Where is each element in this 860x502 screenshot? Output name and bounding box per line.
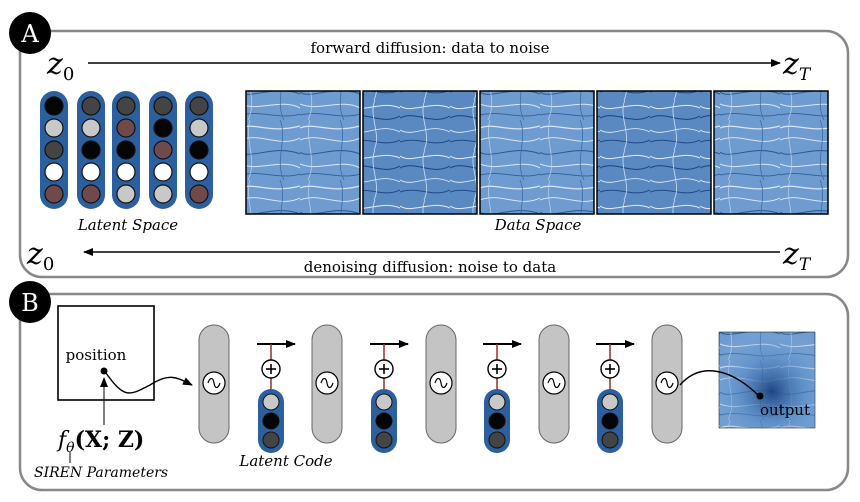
siren-parameters-label: SIREN Parameters [34, 465, 168, 481]
sine-wave-icon [434, 377, 448, 389]
panel-a-frame [18, 29, 850, 279]
latent-code-dimension [488, 393, 506, 411]
latent-dimension-circle [153, 162, 173, 182]
z0-top-label: z0 [46, 47, 74, 85]
latent-space-label: Latent Space [77, 216, 178, 234]
position-to-siren-curve [105, 372, 193, 394]
latent-dimension-circle [189, 118, 209, 138]
output-point [756, 392, 764, 400]
zT-top-label: zT [782, 47, 812, 85]
panel-b-badge-text: B [21, 289, 39, 317]
latent-code-dimension [375, 393, 393, 411]
latent-code-modulator [596, 340, 635, 453]
latent-dimension-circle [153, 184, 173, 204]
latent-dimension-circle [116, 162, 136, 182]
latent-dimension-circle [44, 184, 64, 204]
sine-wave-icon [207, 377, 221, 389]
denoising-diffusion-label: denoising diffusion: noise to data [304, 258, 556, 276]
data-image-5 [713, 90, 829, 215]
panel-a-badge: A [9, 12, 51, 54]
latent-code-dimension [375, 431, 393, 449]
forward-diffusion-label: forward diffusion: data to noise [311, 39, 550, 57]
output-image-shading [719, 332, 815, 428]
data-image-1 [245, 90, 361, 215]
latent-vector [112, 91, 140, 209]
latent-code-modulator [370, 340, 409, 453]
latent-vector [149, 91, 177, 209]
latent-code-modulators [257, 340, 635, 453]
sine-wave-icon [320, 377, 334, 389]
latent-dimension-circle [153, 140, 173, 160]
latent-dimension-circle [81, 118, 101, 138]
latent-code-label: Latent Code [238, 452, 332, 470]
siren-layer [311, 324, 343, 444]
latent-code-dimension [601, 412, 619, 430]
latent-dimension-circle [189, 184, 209, 204]
latent-vector [77, 91, 105, 209]
sine-wave-icon [660, 377, 674, 389]
latent-code-modulator [257, 340, 296, 453]
data-image-4 [596, 90, 712, 215]
data-space-label: Data Space [494, 216, 582, 234]
latent-dimension-circle [116, 184, 136, 204]
latent-code-dimension [488, 431, 506, 449]
siren-layer [538, 324, 570, 444]
latent-dimension-circle [189, 140, 209, 160]
latent-vector [40, 91, 68, 209]
position-point [100, 367, 108, 375]
latent-dimension-circle [153, 118, 173, 138]
siren-function-label: fθ(X; Z) [56, 427, 144, 456]
z0-bottom-label: z0 [26, 237, 54, 275]
latent-dimension-circle [153, 96, 173, 116]
panel-a-badge-text: A [20, 20, 39, 48]
latent-code-dimension [488, 412, 506, 430]
latent-dimension-circle [116, 118, 136, 138]
siren-layer [425, 324, 457, 444]
siren-layer [651, 324, 683, 444]
data-image-3 [479, 90, 595, 215]
output-label: output [760, 401, 810, 419]
latent-vector [185, 91, 213, 209]
position-label: position [66, 346, 127, 364]
siren-layer [198, 324, 230, 444]
latent-code-dimension [601, 431, 619, 449]
latent-code-dimension [262, 431, 280, 449]
latent-code-modulator [483, 340, 522, 453]
latent-dimension-circle [81, 184, 101, 204]
data-image-2 [362, 90, 478, 215]
siren-layers-group [198, 324, 683, 444]
latent-code-dimension [262, 393, 280, 411]
latent-dimension-circle [44, 162, 64, 182]
latent-dimension-circle [44, 96, 64, 116]
latent-code-dimension [601, 393, 619, 411]
position-box [57, 305, 155, 401]
latent-dimension-circle [81, 140, 101, 160]
latent-vectors-group [40, 91, 213, 209]
panel-b-frame [18, 292, 850, 492]
latent-dimension-circle [44, 140, 64, 160]
latent-dimension-circle [116, 96, 136, 116]
latent-code-dimension [375, 412, 393, 430]
panel-b-badge: B [9, 281, 51, 323]
latent-dimension-circle [189, 96, 209, 116]
latent-code-dimension [262, 412, 280, 430]
latent-dimension-circle [44, 118, 64, 138]
latent-dimension-circle [81, 96, 101, 116]
zT-bottom-label: zT [782, 237, 812, 275]
sine-wave-icon [547, 377, 561, 389]
latent-dimension-circle [81, 162, 101, 182]
layer-to-output-curve [679, 370, 759, 396]
data-space-images [245, 90, 829, 215]
latent-dimension-circle [189, 162, 209, 182]
latent-dimension-circle [116, 140, 136, 160]
